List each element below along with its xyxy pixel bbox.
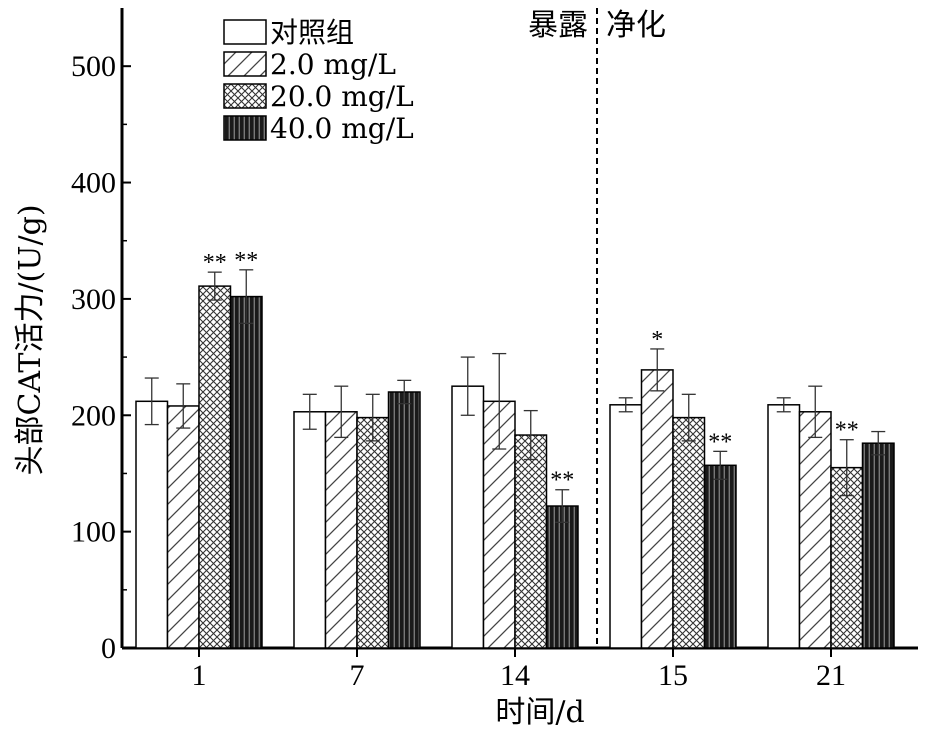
legend-swatch-plain (223, 19, 267, 45)
y-axis-ticks: 0 100 200 300 400 500 (71, 50, 131, 665)
y-tick-label-300: 300 (71, 283, 116, 316)
y-axis-title: 头部CAT活力/(U/g) (13, 204, 48, 475)
bar-dark-21 (861, 442, 895, 649)
legend-swatch-hatch (223, 51, 267, 77)
bar-series: ** ******* ** (135, 248, 895, 649)
x-tick-label-7: 7 (350, 659, 365, 692)
bar-cross-21 (830, 466, 864, 649)
legend-label-cross: 20.0 mg/L (270, 80, 414, 113)
significance-marker-cross-21: ** (835, 418, 859, 444)
legend-label-hatch: 2.0 mg/L (270, 48, 396, 81)
y-tick-label-0: 0 (101, 632, 116, 665)
legend-label-dark: 40.0 mg/L (270, 112, 414, 145)
bar-cross-1 (198, 285, 232, 649)
y-tick-label-100: 100 (71, 516, 116, 549)
bar-hatch-1 (166, 405, 200, 649)
bar-cross-14 (514, 434, 548, 649)
y-tick-label-200: 200 (71, 399, 116, 432)
bar-plain-1 (135, 400, 169, 649)
significance-marker-dark-14: ** (550, 468, 574, 494)
bar-hatch-7 (324, 411, 358, 649)
bar-dark-14 (545, 505, 579, 649)
bar-plain-7 (293, 411, 327, 649)
significance-marker-dark-1: ** (234, 248, 258, 274)
x-axis-ticks: 1 7 14 15 21 (192, 648, 846, 692)
bar-dark-15 (703, 464, 737, 649)
bar-dark-7 (387, 391, 421, 649)
y-tick-label-500: 500 (71, 50, 116, 83)
legend-swatch-cross (223, 83, 267, 109)
y-tick-label-400: 400 (71, 167, 116, 200)
x-tick-label-21: 21 (816, 659, 846, 692)
bar-hatch-21 (798, 411, 832, 649)
bar-plain-15 (609, 404, 643, 649)
x-tick-label-15: 15 (658, 659, 688, 692)
legend-label-plain: 对照组 (270, 16, 354, 49)
x-tick-label-14: 14 (500, 659, 530, 692)
phase-label-exposure: 暴露 (528, 8, 588, 43)
bar-cross-15 (672, 416, 706, 649)
phase-label-purification: 净化 (606, 8, 666, 43)
x-tick-label-1: 1 (192, 659, 207, 692)
bar-plain-14 (451, 385, 485, 649)
significance-marker-dark-15: ** (708, 429, 732, 455)
legend-swatch-dark (223, 115, 267, 141)
significance-marker-cross-1: ** (203, 250, 227, 276)
bar-hatch-15 (640, 369, 674, 649)
x-axis-title: 时间/d (495, 695, 584, 730)
significance-marker-hatch-15: * (651, 327, 663, 353)
bar-cross-7 (356, 416, 390, 649)
bar-plain-21 (767, 404, 801, 649)
bar-dark-1 (229, 295, 263, 649)
